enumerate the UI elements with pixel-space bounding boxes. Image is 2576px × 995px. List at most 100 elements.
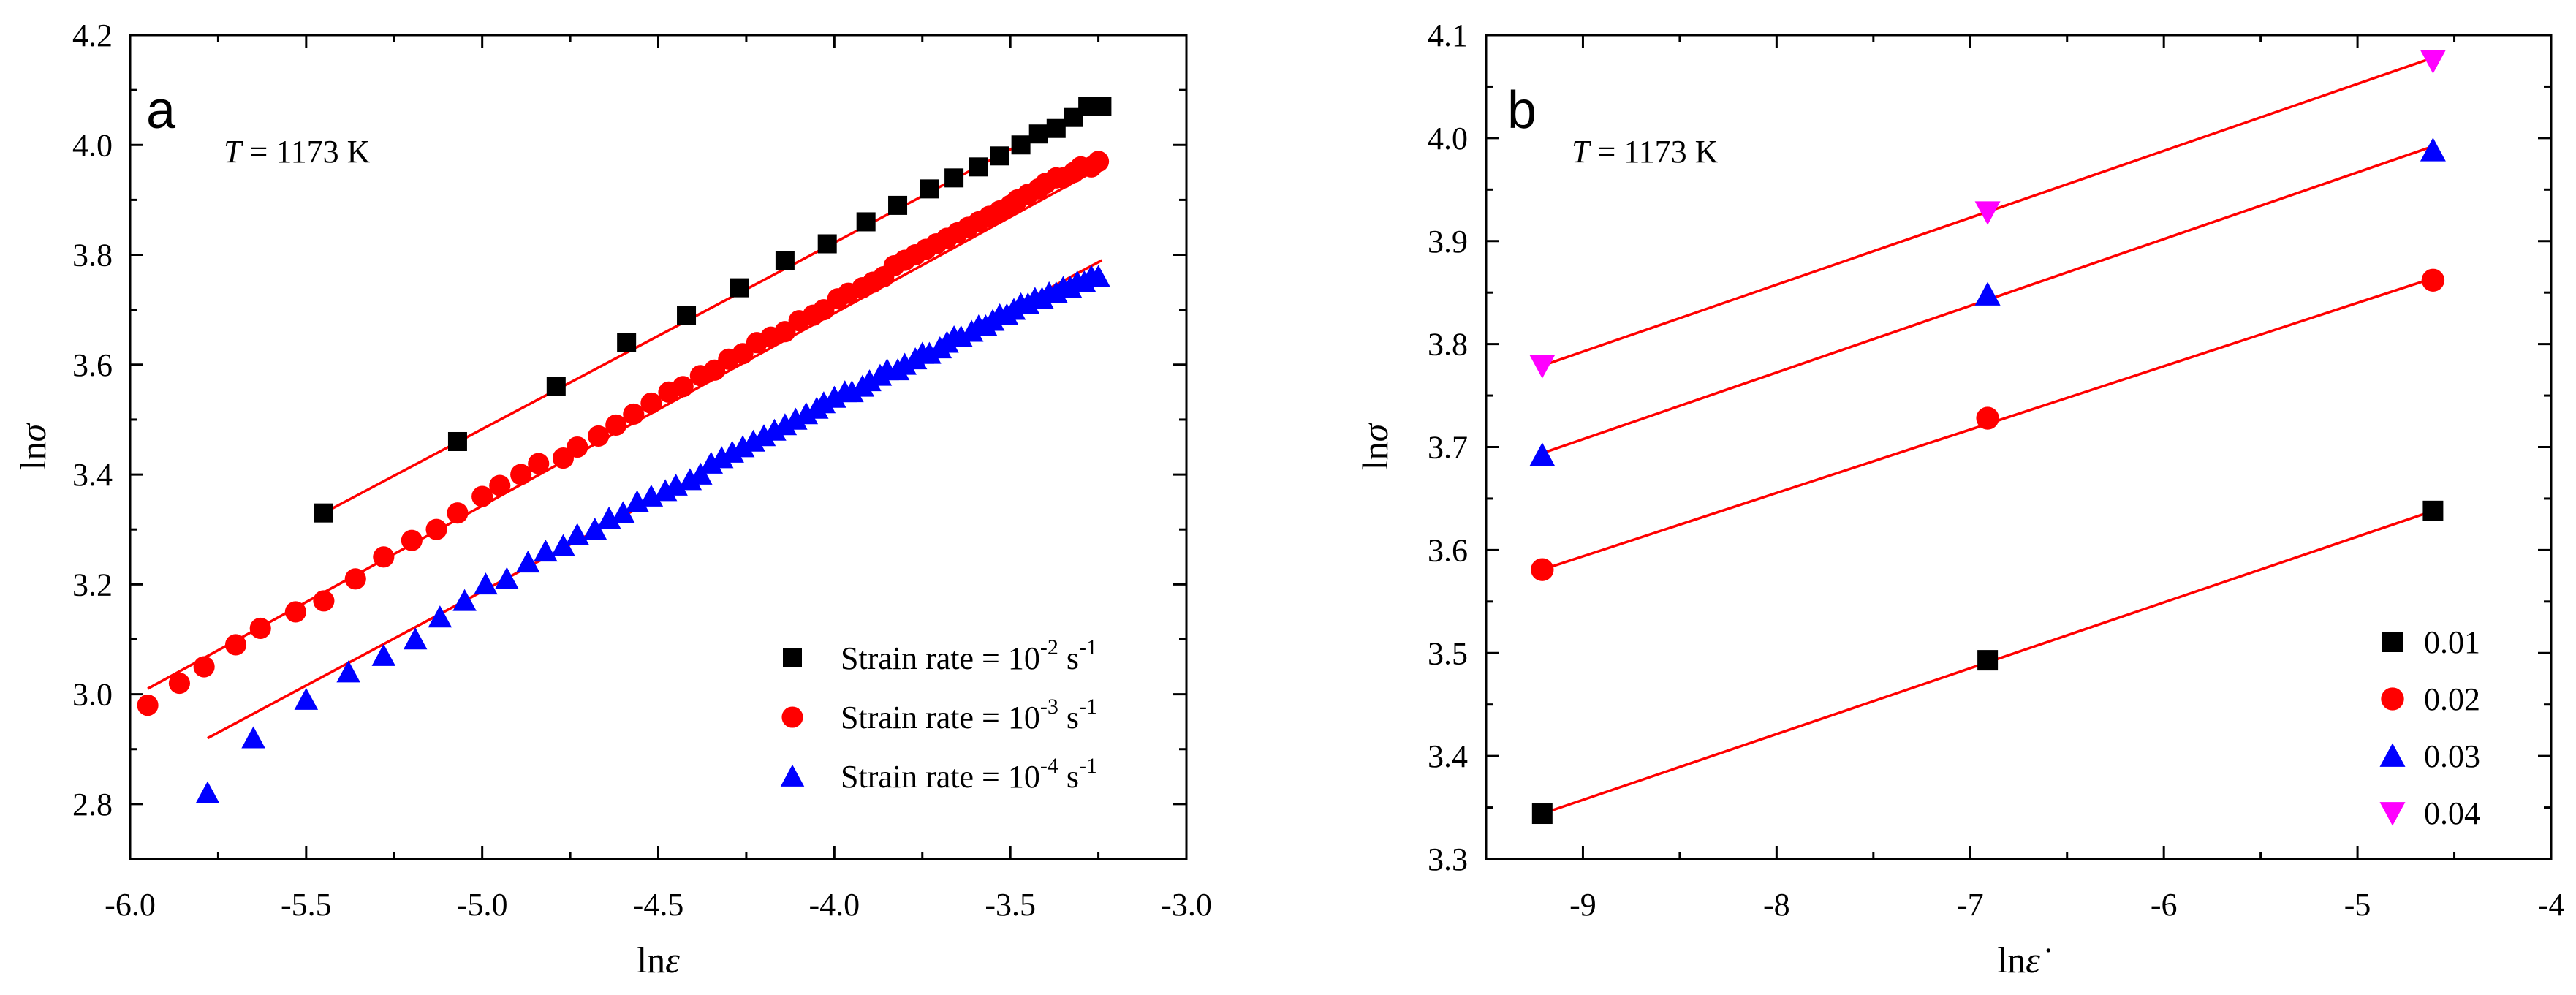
data-point: [516, 551, 540, 573]
legend-entry: Strain rate = 10-3 s-1: [841, 695, 1097, 735]
data-point: [730, 278, 749, 298]
data-point: [623, 403, 645, 425]
data-point: [425, 518, 447, 540]
data-point: [677, 306, 697, 325]
data-point: [495, 567, 519, 589]
data-point: [1088, 151, 1110, 173]
data-point: [534, 540, 558, 562]
y-axis: 3.3 3.4 3.5 3.6 3.7 3.8 3.9 4.0 4.1: [1428, 18, 2551, 877]
y-tick-label: 4.2: [72, 18, 113, 53]
data-point: [195, 781, 220, 803]
data-point: [474, 572, 498, 595]
legend-entry: 0.01: [2424, 624, 2480, 660]
data-point: [510, 464, 532, 485]
y-tick-label: 3.8: [1428, 327, 1468, 363]
x-tick-label: -6: [2151, 887, 2178, 923]
data-point: [1974, 201, 2001, 225]
legend-marker: [2382, 632, 2403, 652]
y-tick-label: 3.4: [72, 457, 113, 493]
legend-entry: Strain rate = 10-2 s-1: [841, 635, 1097, 676]
data-point: [588, 425, 610, 447]
legend-entry: 0.03: [2424, 738, 2480, 774]
data-point: [1531, 803, 1553, 825]
y-tick-label: 3.7: [1428, 430, 1468, 466]
data-point: [605, 414, 627, 436]
series-3: [195, 259, 1110, 803]
y-tick-label: 2.8: [72, 787, 113, 822]
x-axis-label: lnε̇: [1997, 939, 2051, 980]
legend-marker: [780, 764, 805, 787]
data-point: [137, 695, 159, 716]
x-tick-label: -5.5: [281, 887, 332, 923]
y-tick-label: 3.8: [72, 238, 113, 273]
panel-b: -9 -8 -7 -6 -5 -4 3.3 3.4 3.5 3.6 3.7 3.8 3.9 4.0 4.1 l…: [1355, 18, 2564, 980]
data-point: [428, 605, 452, 628]
data-point: [294, 687, 319, 710]
data-point: [888, 195, 908, 215]
x-tick-label: -3.5: [985, 887, 1036, 923]
y-tick-label: 3.0: [72, 677, 113, 713]
data-point: [344, 568, 366, 590]
data-point: [583, 517, 607, 540]
legend-entry: 0.02: [2424, 681, 2480, 717]
data-point: [546, 377, 566, 396]
legend-marker: [2381, 687, 2404, 711]
data-point: [284, 601, 306, 623]
y-axis-label: lnσ: [12, 422, 53, 470]
x-tick-label: -4.0: [809, 887, 860, 923]
data-point: [567, 436, 588, 458]
series-4: [1529, 50, 2446, 379]
data-point: [2421, 268, 2445, 292]
data-point: [1086, 265, 1110, 287]
data-point: [447, 502, 469, 524]
legend-marker: [781, 706, 803, 728]
y-tick-label: 3.6: [72, 347, 113, 383]
panel-letter: b: [1507, 81, 1537, 140]
data-point: [471, 485, 493, 507]
data-point: [1976, 406, 1999, 430]
x-axis: -9 -8 -7 -6 -5 -4: [1569, 35, 2564, 923]
temperature-annotation: T = 1173 K: [224, 134, 371, 170]
y-tick-label: 3.6: [1428, 532, 1468, 568]
y-tick-label: 3.3: [1428, 841, 1468, 877]
data-point: [1028, 124, 1048, 144]
data-point: [224, 634, 247, 656]
data-point: [1046, 118, 1066, 138]
x-tick-label: -4.5: [633, 887, 684, 923]
x-tick-label: -8: [1763, 887, 1790, 923]
legend-entry: 0.04: [2424, 795, 2480, 831]
x-tick-label: -4: [2538, 887, 2565, 923]
legend-marker: [783, 648, 802, 667]
y-tick-label: 3.9: [1428, 224, 1468, 260]
data-point: [1011, 135, 1031, 155]
data-point: [168, 673, 190, 695]
y-tick-label: 3.5: [1428, 635, 1468, 671]
x-axis-label: lnε: [637, 939, 680, 980]
data-point: [452, 589, 477, 611]
x-axis: -6.0 -5.5 -5.0 -4.5 -4.0 -3.5 -3.0: [105, 35, 1212, 923]
y-tick-label: 4.0: [1428, 121, 1468, 156]
data-point: [336, 660, 360, 683]
data-point: [373, 546, 395, 568]
x-tick-label: -5.0: [457, 887, 508, 923]
y-tick-label: 3.4: [1428, 738, 1468, 774]
data-point: [565, 523, 589, 545]
data-point: [969, 157, 988, 177]
data-point: [551, 534, 575, 556]
data-point: [528, 453, 550, 474]
data-point: [990, 146, 1009, 166]
x-tick-label: -9: [1569, 887, 1596, 923]
x-tick-label: -6.0: [105, 887, 156, 923]
legend: 0.01 0.02 0.03 0.04: [2379, 624, 2480, 831]
y-axis: 2.8 3.0 3.2 3.4 3.6 3.8 4.0 4.2: [72, 18, 1186, 822]
series-2: [1531, 268, 2445, 581]
x-tick-label: -3.0: [1161, 887, 1212, 923]
data-point: [775, 251, 795, 270]
legend-marker: [2379, 743, 2406, 767]
x-tick-label: -7: [1957, 887, 1984, 923]
legend-marker: [2379, 802, 2406, 826]
panel-a: -6.0 -5.5 -5.0 -4.5 -4.0 -3.5 -3.0 2.8 3.0 3.2 3.4…: [12, 18, 1212, 980]
data-point: [1531, 558, 1554, 581]
series-2: [137, 151, 1110, 716]
